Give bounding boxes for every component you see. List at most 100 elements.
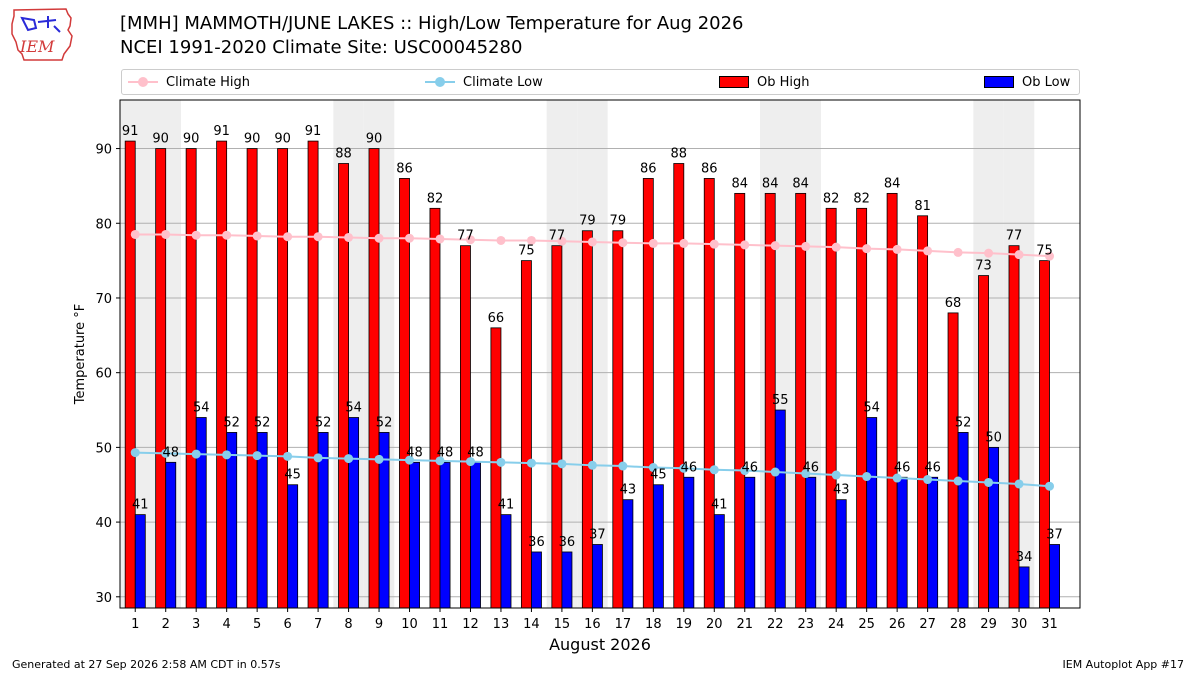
label-ob-low: 52	[223, 415, 240, 430]
bar-ob-low	[439, 461, 451, 609]
climate-low-point	[344, 454, 354, 464]
label-ob-low: 46	[924, 460, 941, 475]
bar-ob-low	[713, 514, 725, 609]
x-tick-label: 13	[493, 617, 510, 632]
footer-generated: Generated at 27 Sep 2026 2:58 AM CDT in …	[12, 658, 281, 671]
chart-title: [MMH] MAMMOTH/JUNE LAKES :: High/Low Tem…	[120, 13, 744, 34]
bar-ob-high	[216, 140, 228, 609]
label-ob-high: 84	[762, 176, 779, 191]
label-ob-low: 41	[132, 498, 149, 513]
x-tick-label: 12	[462, 617, 479, 632]
climate-low-point	[679, 463, 689, 473]
label-ob-high: 84	[884, 176, 901, 191]
climate-high-point	[709, 239, 719, 249]
label-ob-high: 91	[122, 124, 139, 139]
climate-high-point	[587, 237, 597, 247]
climate-high-point	[161, 229, 171, 239]
label-ob-low: 36	[559, 535, 576, 550]
bar-ob-high	[429, 207, 441, 609]
legend-item-climate-low: Climate Low	[425, 74, 543, 90]
bar-ob-high	[642, 178, 654, 609]
label-ob-high: 91	[305, 124, 322, 139]
x-tick-label: 2	[162, 617, 170, 632]
label-ob-high: 90	[183, 132, 200, 147]
label-ob-high: 73	[975, 259, 992, 274]
bar-ob-high	[581, 230, 593, 609]
climate-low-point	[770, 467, 780, 477]
bar-ob-low	[1018, 566, 1030, 609]
climate-low-point	[557, 459, 567, 469]
climate-low-point	[587, 460, 597, 470]
bar-ob-low	[652, 484, 664, 609]
climate-low-point	[222, 450, 232, 460]
bar-ob-low	[317, 432, 329, 609]
label-ob-high: 75	[518, 244, 535, 259]
bar-ob-low	[226, 432, 238, 609]
bar-ob-low	[470, 461, 481, 609]
climate-high-point	[953, 247, 963, 257]
bar-ob-low	[896, 476, 908, 609]
label-ob-high: 88	[335, 147, 352, 162]
grid-lines	[120, 148, 1080, 598]
label-ob-high: 82	[427, 191, 444, 206]
climate-high-point	[496, 235, 506, 245]
plot-frame	[119, 99, 1081, 609]
label-ob-high: 66	[488, 311, 505, 326]
label-ob-low: 45	[650, 468, 667, 483]
climate-low-point	[953, 476, 963, 486]
climate-low-line	[135, 451, 1050, 488]
label-ob-low: 48	[406, 445, 423, 460]
y-tick-label: 90	[95, 143, 112, 158]
label-ob-low: 46	[802, 460, 819, 475]
x-tick-label: 22	[767, 617, 784, 632]
bar-ob-high	[246, 148, 258, 609]
x-tick-label: 20	[706, 617, 723, 632]
bar-ob-high	[551, 245, 563, 609]
x-tick-label: 29	[980, 617, 997, 632]
weekend-band	[577, 100, 608, 608]
climate-high-point	[252, 231, 262, 241]
label-ob-low: 52	[955, 415, 972, 430]
label-ob-low: 43	[620, 483, 637, 498]
footer-app: IEM Autoplot App #17	[1062, 658, 1185, 671]
bar-ob-high	[307, 140, 319, 609]
climate-low-point	[831, 470, 841, 480]
climate-low-point	[283, 451, 293, 461]
bar-ob-high	[764, 192, 776, 609]
climate-high-point	[191, 230, 201, 240]
label-ob-low: 52	[315, 415, 332, 430]
climate-low-point	[740, 466, 750, 476]
label-ob-high: 82	[823, 191, 840, 206]
x-tick-label: 25	[858, 617, 875, 632]
label-ob-low: 46	[681, 460, 698, 475]
bar-ob-low	[409, 461, 420, 609]
label-ob-low: 52	[376, 415, 393, 430]
x-tick-label: 26	[889, 617, 906, 632]
bar-ob-high	[1039, 260, 1050, 609]
x-tick-label: 16	[584, 617, 601, 632]
legend-label-climate-high: Climate High	[166, 74, 251, 90]
x-tick-label: 9	[375, 617, 383, 632]
label-ob-low: 54	[193, 401, 210, 416]
x-tick-label: 27	[919, 617, 936, 632]
label-ob-high: 90	[274, 132, 291, 147]
label-ob-low: 50	[985, 430, 1002, 445]
climate-high-point	[923, 246, 933, 256]
weekend-band	[1003, 100, 1035, 608]
climate-high-point	[679, 238, 689, 248]
x-tick-label: 6	[283, 617, 291, 632]
label-ob-high: 86	[396, 161, 413, 176]
climate-high-point	[283, 232, 293, 242]
label-ob-low: 36	[528, 535, 545, 550]
label-ob-low: 54	[863, 401, 880, 416]
climate-high-point	[313, 232, 323, 242]
climate-high-point	[801, 241, 811, 251]
climate-high-point	[374, 233, 384, 243]
climate-low-point	[892, 473, 902, 483]
weekend-band	[760, 100, 791, 608]
label-ob-high: 81	[914, 199, 931, 214]
climate-low-point	[191, 449, 201, 459]
legend-swatch-climate-low	[425, 76, 455, 88]
weekend-band	[150, 100, 181, 608]
label-ob-low: 37	[1046, 528, 1063, 543]
